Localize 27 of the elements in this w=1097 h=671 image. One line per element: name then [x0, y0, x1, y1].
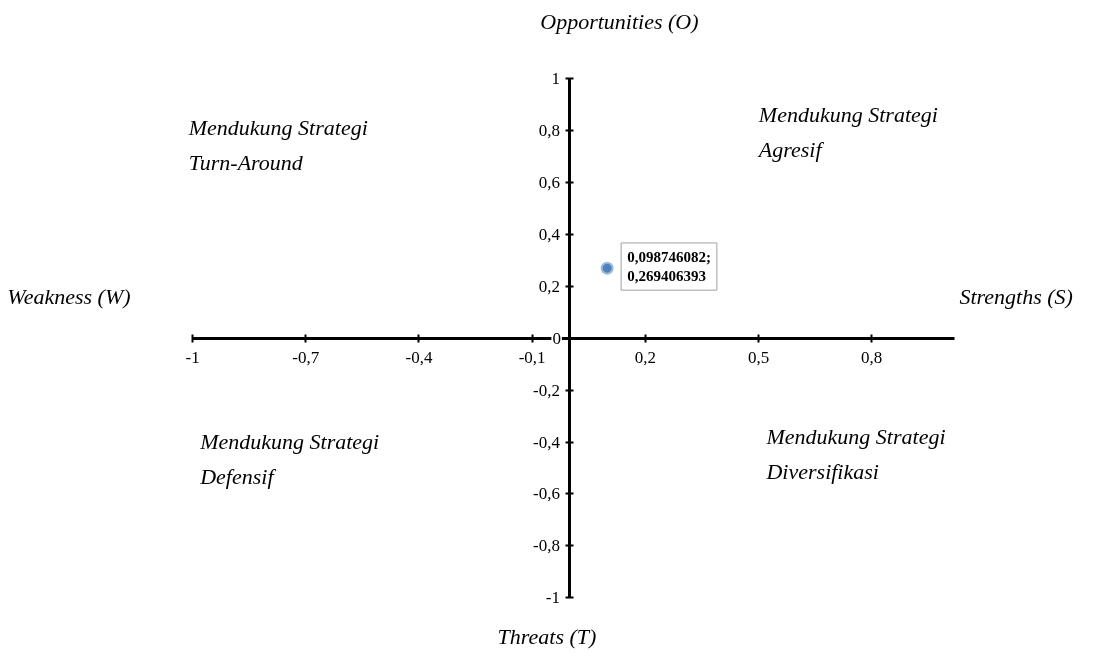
annotation: Mendukung Strategi Diversifikasi [765, 423, 946, 484]
y-tick-label: 0,2 [538, 276, 560, 296]
y-tick-label: -1 [545, 588, 560, 608]
y-tick-label: 1 [551, 68, 560, 88]
y-tick-label: 0,6 [538, 172, 560, 192]
annotation: Mendukung Strategi Agresif [756, 101, 938, 162]
x-tick-label: 0,8 [861, 348, 883, 368]
x-tick-label: -0,1 [518, 348, 546, 368]
y-tick-label: 0 [552, 328, 561, 348]
text: Weakness (W) [7, 284, 131, 310]
x-tick-label: -1 [185, 348, 200, 368]
annotation: Mendukung Strategi Defensif [199, 429, 380, 490]
y-tick-label: 0,8 [538, 120, 560, 140]
y-tick-label: -0,2 [532, 380, 560, 400]
x-tick-label: -0,7 [292, 348, 320, 368]
y-tick-label: -0,8 [532, 536, 560, 556]
y-tick-label: -0,4 [532, 432, 561, 452]
data-label: 0,098746082; 0,269406393 [627, 248, 711, 285]
x-tick-label: 0,2 [634, 348, 656, 368]
text: Strengths (S) [959, 284, 1073, 310]
text: Threats (T) [497, 624, 597, 650]
annotation: Mendukung Strategi Turn-Around [187, 114, 368, 175]
x-tick-label: 0,5 [747, 348, 770, 368]
y-tick-label: -0,6 [532, 484, 560, 504]
y-tick-label: 0,4 [538, 224, 561, 244]
text: Opportunities (O) [540, 8, 699, 34]
x-tick-label: -0,4 [405, 348, 433, 368]
